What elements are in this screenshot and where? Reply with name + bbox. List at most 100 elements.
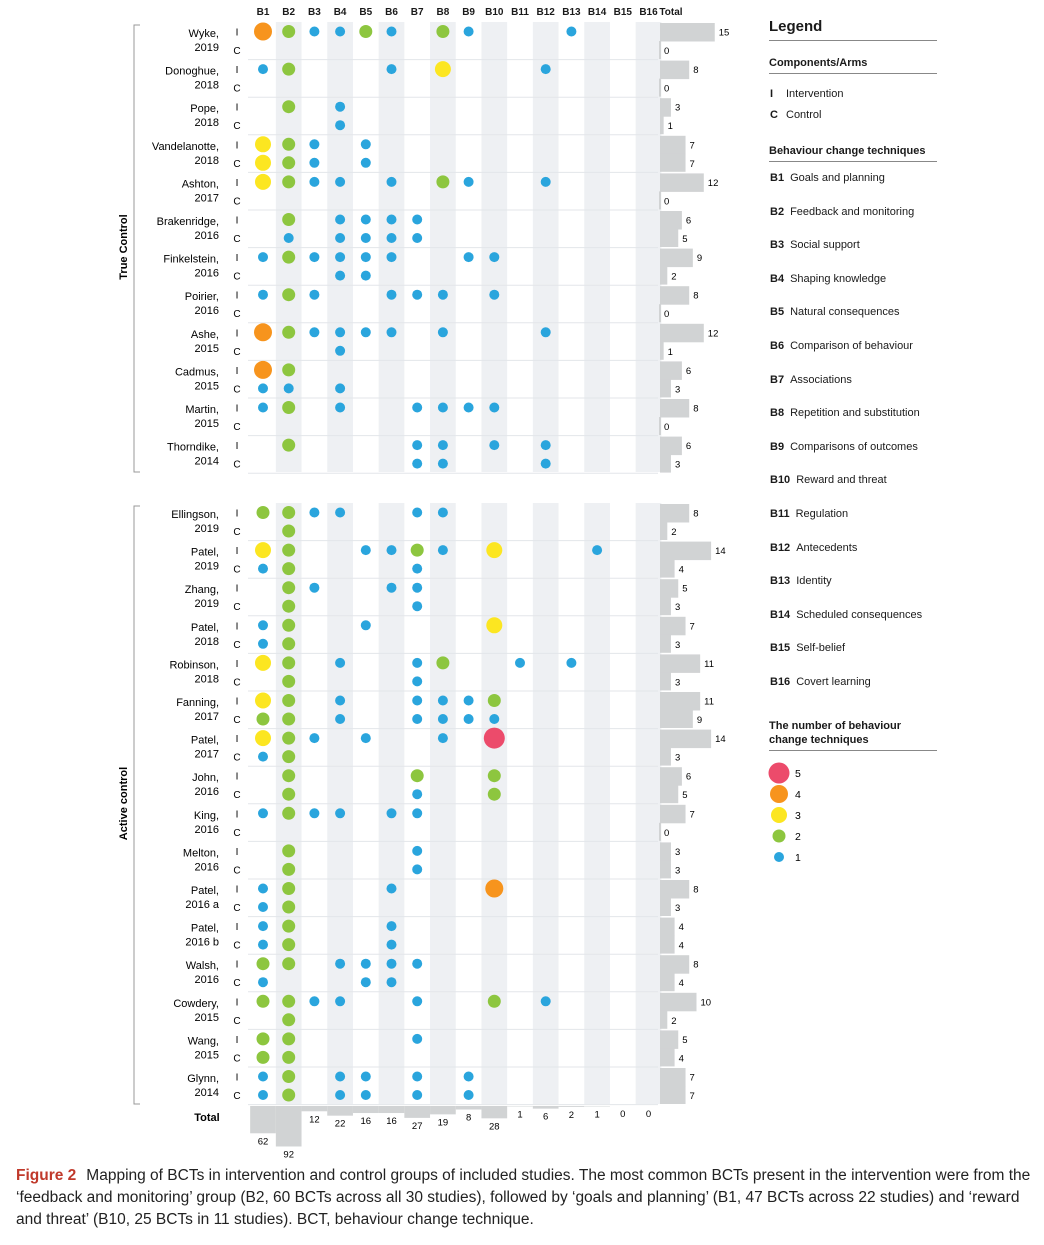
row-total-value: 7 bbox=[690, 1073, 695, 1084]
bct-dot-b6 bbox=[386, 582, 397, 593]
legend-count-dot bbox=[768, 762, 790, 784]
legend-count-dot bbox=[772, 829, 786, 843]
column-header-b13: B13 bbox=[562, 7, 581, 18]
study-year: 2017 bbox=[195, 711, 219, 723]
study-year: 2015 bbox=[195, 380, 219, 392]
row-total-bar bbox=[660, 1010, 668, 1029]
bct-dot-b10 bbox=[487, 694, 501, 707]
row-total-bar bbox=[660, 634, 671, 653]
study-year: 2014 bbox=[195, 1087, 219, 1099]
row-total-value: 4 bbox=[679, 978, 684, 989]
row-total-value: 8 bbox=[693, 65, 698, 76]
row-total-value: 11 bbox=[704, 659, 714, 670]
bct-dot-b3 bbox=[309, 157, 320, 168]
bct-dot-b7 bbox=[412, 1033, 423, 1044]
study-year: 2019 bbox=[195, 598, 219, 610]
legend-bct-code: B3 bbox=[770, 239, 785, 252]
legend-bct-code: B13 bbox=[770, 575, 791, 588]
row-total-bar bbox=[660, 692, 701, 711]
row-total-bar bbox=[660, 917, 675, 937]
bct-dot-b4 bbox=[335, 214, 346, 225]
column-header-b16: B16 bbox=[639, 7, 658, 18]
bct-dot-b2 bbox=[282, 363, 296, 377]
bct-dot-b2 bbox=[282, 599, 296, 613]
row-total-value: 12 bbox=[708, 328, 719, 339]
column-header-b10: B10 bbox=[485, 7, 504, 18]
arm-code: I bbox=[236, 253, 239, 264]
study-year: 2016 bbox=[195, 305, 219, 317]
bct-dot-b8 bbox=[437, 714, 448, 724]
row-total-bar bbox=[660, 454, 671, 473]
study-author: Patel, bbox=[191, 885, 219, 897]
study-year: 2018 bbox=[195, 155, 219, 167]
column-header-b11: B11 bbox=[511, 7, 529, 18]
bct-dot-b6 bbox=[386, 327, 397, 338]
bct-dot-b2 bbox=[282, 862, 296, 876]
row-total-bar bbox=[660, 729, 712, 749]
bct-dot-b5 bbox=[360, 139, 371, 150]
arm-code: I bbox=[236, 328, 239, 339]
study-year: 2017 bbox=[195, 749, 219, 761]
row-total-value: 7 bbox=[690, 140, 695, 151]
legend-arm-control: C Control bbox=[770, 109, 822, 121]
bct-dot-b5 bbox=[360, 157, 371, 168]
study-year: 2015 bbox=[195, 343, 219, 355]
row-total-bar bbox=[660, 361, 682, 380]
study-author: Brakenridge, bbox=[157, 216, 219, 228]
bct-dot-b4 bbox=[335, 252, 346, 263]
legend-bct-header: Behaviour change techniques bbox=[769, 145, 926, 157]
bct-dot-b2 bbox=[282, 618, 296, 632]
column-total-bar bbox=[404, 1106, 431, 1118]
bct-dot-b9 bbox=[463, 252, 474, 263]
bct-dot-b5 bbox=[360, 252, 371, 263]
row-total-bar bbox=[660, 173, 704, 192]
column-total-value: 22 bbox=[335, 1119, 346, 1130]
bct-dot-b7 bbox=[412, 657, 423, 668]
column-header-b3: B3 bbox=[308, 7, 321, 18]
row-total-bar bbox=[660, 436, 682, 456]
group-bracket bbox=[133, 505, 140, 1105]
column-total-label: Total bbox=[194, 1112, 219, 1124]
row-total-value: 5 bbox=[682, 1035, 687, 1046]
column-total-value: 1 bbox=[594, 1109, 599, 1120]
row-total-value: 14 bbox=[715, 734, 726, 745]
arm-code: C bbox=[233, 234, 240, 245]
bct-dot-b5 bbox=[360, 1071, 371, 1082]
bct-dot-b10 bbox=[489, 714, 500, 724]
bct-dot-b1 bbox=[255, 154, 271, 171]
bct-dot-b7 bbox=[412, 233, 423, 243]
legend-count-value: 3 bbox=[795, 810, 801, 822]
bct-dot-b4 bbox=[335, 101, 346, 112]
bct-dot-b6 bbox=[386, 883, 397, 894]
study-author: Wyke, bbox=[189, 28, 219, 40]
row-total-value: 10 bbox=[701, 997, 712, 1008]
legend-bct-b5: B5 Natural consequences bbox=[770, 306, 900, 318]
bct-dot-b2 bbox=[282, 656, 296, 670]
bct-dot-b6 bbox=[386, 64, 397, 75]
legend-bct-label: Social support bbox=[790, 239, 860, 252]
row-total-value: 2 bbox=[671, 1016, 676, 1027]
bct-dot-b2 bbox=[282, 844, 296, 858]
bct-dot-b10 bbox=[487, 787, 501, 801]
row-total-value: 3 bbox=[675, 753, 680, 764]
bct-dot-b7 bbox=[412, 214, 423, 225]
bct-dot-b6 bbox=[386, 26, 397, 37]
arm-code: C bbox=[233, 602, 240, 613]
legend-bct-label: Antecedents bbox=[796, 541, 858, 554]
arm-code: C bbox=[233, 1091, 240, 1102]
arm-code: C bbox=[233, 640, 240, 651]
legend-bct-code: B2 bbox=[770, 205, 785, 218]
bct-dot-b2 bbox=[282, 787, 296, 801]
row-total-bar bbox=[660, 229, 679, 247]
legend-bct-code: B7 bbox=[770, 373, 785, 386]
study-year: 2016 b bbox=[185, 937, 219, 949]
study-author: Vandelanotte, bbox=[152, 141, 219, 153]
bct-dot-b7 bbox=[412, 789, 423, 800]
column-total-value: 1 bbox=[517, 1109, 522, 1120]
bct-dot-b1 bbox=[258, 751, 268, 762]
row-total-bar bbox=[660, 654, 701, 673]
row-total-value: 5 bbox=[682, 234, 687, 245]
row-total-value: 12 bbox=[708, 178, 719, 189]
bct-dot-b6 bbox=[386, 977, 397, 988]
arm-code: I bbox=[236, 960, 239, 971]
